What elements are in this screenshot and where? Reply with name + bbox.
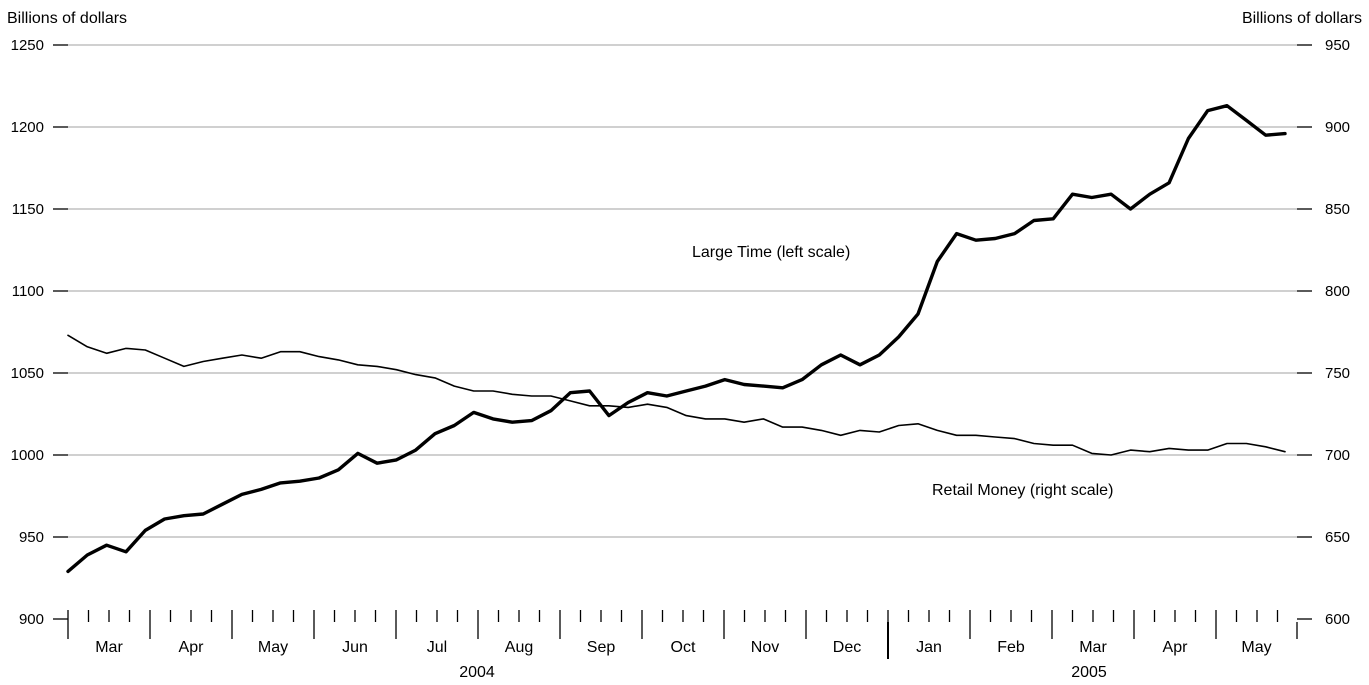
right-tick-label: 850 — [1325, 201, 1350, 218]
month-label: Mar — [1079, 639, 1107, 656]
gridlines — [68, 44, 1297, 538]
right-tick-label: 700 — [1325, 447, 1350, 464]
series-line-retail-money — [67, 334, 1286, 456]
left-tick-label: 1250 — [11, 37, 44, 54]
right-axis-title: Billions of dollars — [1242, 10, 1362, 27]
left-tick-label: 1050 — [11, 365, 44, 382]
year-label-2004: 2004 — [459, 664, 495, 681]
month-label: Oct — [671, 639, 696, 656]
left-tick-label: 1100 — [12, 283, 44, 300]
right-tick-label: 750 — [1325, 365, 1350, 382]
series-line-large-time — [66, 103, 1287, 574]
left-tick-label: 1150 — [12, 201, 44, 218]
year-label-2005: 2005 — [1071, 664, 1107, 681]
right-tick-label: 900 — [1325, 119, 1350, 136]
month-label: Jun — [342, 639, 368, 656]
month-label: May — [258, 639, 288, 656]
left-tick-label: 1000 — [11, 447, 44, 464]
right-tick-label: 950 — [1325, 37, 1350, 54]
month-label: Apr — [179, 639, 205, 656]
left-tick-label: 1200 — [11, 119, 44, 136]
series-label-retail-money: Retail Money (right scale) — [932, 482, 1113, 499]
month-label: May — [1241, 639, 1271, 656]
axes: 900 950 1000 1050 1100 1150 1200 1250 600 650 700 7… — [11, 37, 1350, 659]
left-axis-title: Billions of dollars — [7, 10, 127, 27]
month-label: Dec — [833, 639, 861, 656]
month-label: Jan — [916, 639, 942, 656]
month-label: Feb — [997, 639, 1025, 656]
month-label: Aug — [505, 639, 533, 656]
series-lines — [66, 103, 1287, 574]
month-label: Apr — [1163, 639, 1189, 656]
labels: Billions of dollars Billions of dollars … — [7, 10, 1362, 681]
series-label-large-time: Large Time (left scale) — [692, 244, 850, 261]
right-tick-label: 600 — [1325, 611, 1350, 628]
left-tick-label: 900 — [19, 611, 44, 628]
right-tick-label: 800 — [1325, 283, 1350, 300]
left-tick-label: 950 — [19, 529, 44, 546]
month-label: Jul — [427, 639, 447, 656]
right-tick-label: 650 — [1325, 529, 1350, 546]
month-label: Sep — [587, 639, 616, 656]
month-label: Mar — [95, 639, 123, 656]
month-label: Nov — [751, 639, 779, 656]
